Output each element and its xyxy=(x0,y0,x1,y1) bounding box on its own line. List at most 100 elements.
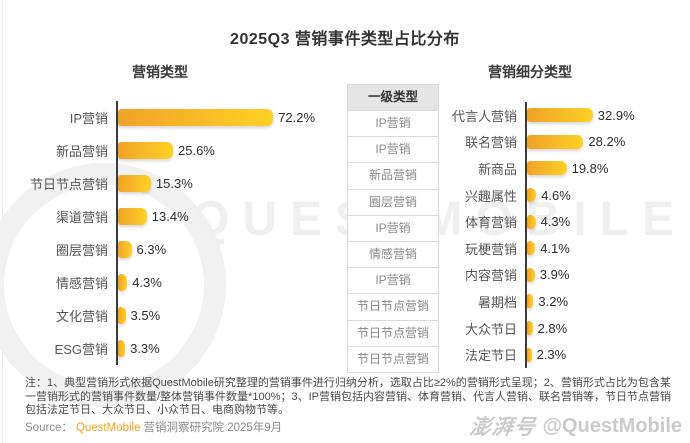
bar-row: 渠道营销 13.4% xyxy=(10,200,340,233)
bar xyxy=(527,161,567,176)
category-label: 情感营销 xyxy=(55,276,108,291)
bar-track: 19.8% xyxy=(525,155,690,182)
source-suffix: 营销洞察研究院 2025年9月 xyxy=(143,422,283,434)
bar xyxy=(527,347,532,362)
bar-row: 新商品 19.8% xyxy=(428,155,690,182)
category-label: 暑期档 xyxy=(477,294,517,310)
left-edge-line xyxy=(2,0,3,443)
primary-type-table-body: IP营销 IP营销 新品营销 圈层营销 IP营销 情感营销 IP营销 节日节点营销 节日节点营销… xyxy=(348,110,438,372)
bar-track: 4.6% xyxy=(525,181,690,209)
bar-track: 6.3% xyxy=(116,233,340,266)
bar-track: 4.3% xyxy=(116,266,340,299)
source-prefix: Source： xyxy=(25,422,73,434)
value-label: 6.3% xyxy=(136,242,167,257)
table-cell: IP营销 xyxy=(348,267,438,294)
table-cell: 圈层营销 xyxy=(348,188,438,215)
table-cell: IP营销 xyxy=(348,214,438,241)
table-cell: 节日节点营销 xyxy=(348,345,438,372)
bar-row: 内容营销 3.9% xyxy=(428,261,690,289)
bar-track: 32.9% xyxy=(525,102,690,129)
table-cell: 节日节点营销 xyxy=(348,293,438,320)
table-cell: 新品营销 xyxy=(348,162,438,189)
bar-track: 25.6% xyxy=(116,134,340,167)
right-chart-title: 营销细分类型 xyxy=(488,64,572,80)
primary-type-table: 一级类型 IP营销 IP营销 新品营销 圈层营销 IP营销 情感营销 IP营销 节日节点营销节… xyxy=(347,84,439,373)
value-label: 13.4% xyxy=(151,209,189,224)
category-label: ESG营销 xyxy=(54,342,108,357)
value-label: 3.9% xyxy=(539,267,570,283)
value-label: 19.8% xyxy=(571,160,609,176)
bar-track: 3.3% xyxy=(116,332,340,365)
value-label: 28.2% xyxy=(588,134,626,150)
bar-row: 联名营销 28.2% xyxy=(428,128,690,156)
marketing-subtype-bar-chart: 代言人营销 32.9% 联名营销 28.2% 新商品 19.8% 兴趣属性 4.6% 体育营销 4… xyxy=(428,102,690,368)
table-cell: 节日节点营销 xyxy=(348,319,438,346)
table-cell: IP营销 xyxy=(348,110,438,137)
value-label: 2.3% xyxy=(536,347,567,363)
bar-track: 2.3% xyxy=(525,341,690,368)
category-label: 大众节日 xyxy=(464,321,517,337)
bar xyxy=(527,134,584,149)
bar-row: 玩梗营销 4.1% xyxy=(428,234,690,262)
bar-track: 13.4% xyxy=(116,200,340,233)
value-label: 32.9% xyxy=(597,107,635,123)
bar-track: 4.3% xyxy=(525,208,690,235)
bar xyxy=(118,274,128,291)
left-chart-title: 营销类型 xyxy=(132,64,188,80)
value-label: 15.3% xyxy=(155,176,193,191)
category-label: 法定节日 xyxy=(464,348,517,364)
bar xyxy=(527,321,533,336)
bar-row: 文化营销 3.5% xyxy=(10,299,340,332)
category-label: 文化营销 xyxy=(55,309,108,324)
bar xyxy=(527,214,536,229)
page-title: 2025Q3 营销事件类型占比分布 xyxy=(230,31,460,48)
value-label: 4.3% xyxy=(540,214,571,230)
bar xyxy=(527,188,537,203)
footer-watermark: 澎湃号 @QuestMobile xyxy=(469,411,682,441)
category-label: 联名营销 xyxy=(464,135,517,151)
bar-row: 情感营销 4.3% xyxy=(10,266,340,299)
bar xyxy=(118,175,151,192)
value-label: 4.1% xyxy=(540,240,570,256)
bar xyxy=(118,241,132,258)
value-label: 3.3% xyxy=(130,341,160,356)
bar-track: 4.1% xyxy=(525,234,690,262)
primary-type-table-header: 一级类型 xyxy=(348,85,438,110)
bar xyxy=(527,108,593,123)
bar-row: 法定节日 2.3% xyxy=(428,341,690,368)
bar xyxy=(118,307,126,324)
bar-track: 2.8% xyxy=(525,314,690,342)
bar xyxy=(527,267,535,282)
bar xyxy=(118,208,147,225)
bar-row: ESG营销 3.3% xyxy=(10,332,340,365)
questmobile-handle-watermark: @QuestMobile xyxy=(542,414,682,437)
bar-row: 代言人营销 32.9% xyxy=(428,102,690,129)
category-label: 新品营销 xyxy=(55,144,108,159)
table-cell: IP营销 xyxy=(348,136,438,163)
bar-track: 15.3% xyxy=(116,167,340,200)
bar-row: IP营销 72.2% xyxy=(10,101,340,134)
bar-row: 新品营销 25.6% xyxy=(10,134,340,167)
source-brand: QuestMobile xyxy=(75,422,141,434)
table-cell: 情感营销 xyxy=(348,240,438,268)
bar xyxy=(527,294,534,309)
bar-row: 体育营销 4.3% xyxy=(428,208,690,235)
bar xyxy=(118,109,274,126)
bar-row: 节日节点营销 15.3% xyxy=(10,167,340,200)
category-label: IP营销 xyxy=(69,111,108,126)
category-label: 内容营销 xyxy=(464,268,517,284)
bar-track: 72.2% xyxy=(116,101,340,134)
bar-track: 3.2% xyxy=(525,288,690,315)
category-label: 圈层营销 xyxy=(55,243,108,258)
value-label: 4.3% xyxy=(132,275,162,290)
bar xyxy=(118,340,126,357)
value-label: 2.8% xyxy=(537,320,568,336)
bar-track: 3.5% xyxy=(116,299,340,332)
category-label: 代言人营销 xyxy=(451,108,517,124)
value-label: 3.5% xyxy=(130,308,161,323)
value-label: 72.2% xyxy=(278,110,316,125)
bar-track: 3.9% xyxy=(525,261,690,289)
bar-row: 大众节日 2.8% xyxy=(428,314,690,342)
category-label: 玩梗营销 xyxy=(464,241,517,257)
